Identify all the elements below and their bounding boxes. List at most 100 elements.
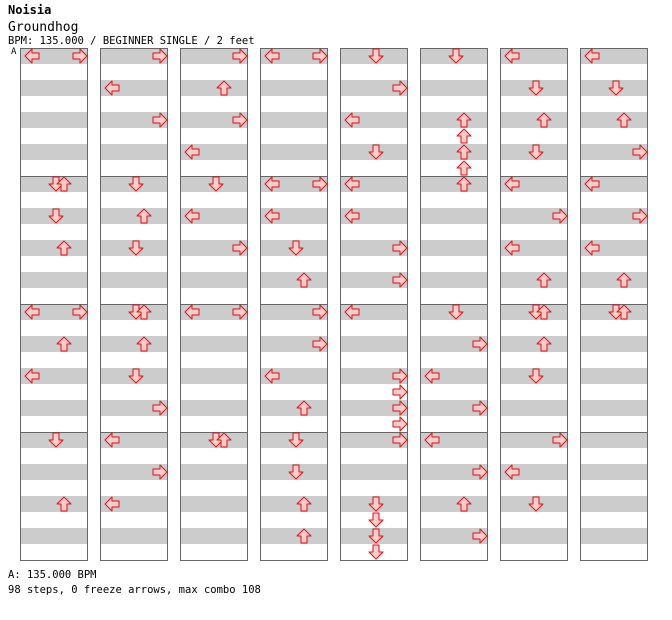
beat-band xyxy=(420,80,488,96)
right-arrow-icon xyxy=(152,400,168,416)
up-arrow-icon xyxy=(456,176,472,192)
beat-band xyxy=(580,384,648,400)
down-arrow-icon xyxy=(448,304,464,320)
beat-band xyxy=(580,112,648,128)
beat-band xyxy=(260,512,328,528)
beat-band xyxy=(420,416,488,432)
beat-band xyxy=(100,112,168,128)
beat-band xyxy=(420,160,488,176)
beat-band xyxy=(500,320,568,336)
beat-band xyxy=(340,80,408,96)
beat-band xyxy=(420,288,488,304)
beat-band xyxy=(20,480,88,496)
beat-band xyxy=(580,192,648,208)
beat-band xyxy=(260,112,328,128)
beat-band xyxy=(180,112,248,128)
up-arrow-icon xyxy=(136,208,152,224)
measure-frame xyxy=(100,432,168,561)
beat-band xyxy=(100,80,168,96)
beat-band xyxy=(420,464,488,480)
beat-band xyxy=(500,544,568,560)
beat-band xyxy=(260,160,328,176)
left-arrow-icon xyxy=(104,80,120,96)
beat-band xyxy=(340,96,408,112)
down-arrow-icon xyxy=(528,368,544,384)
beat-band xyxy=(180,96,248,112)
up-arrow-icon xyxy=(216,432,232,448)
beat-band xyxy=(340,368,408,384)
right-arrow-icon xyxy=(232,48,248,64)
up-arrow-icon xyxy=(616,112,632,128)
right-arrow-icon xyxy=(392,416,408,432)
left-arrow-icon xyxy=(344,304,360,320)
beat-band xyxy=(260,96,328,112)
up-arrow-icon xyxy=(216,80,232,96)
right-arrow-icon xyxy=(392,240,408,256)
beat-band xyxy=(20,544,88,560)
beat-band xyxy=(100,464,168,480)
beat-band xyxy=(420,224,488,240)
beat-band xyxy=(260,384,328,400)
beat-band xyxy=(100,448,168,464)
beat-band xyxy=(340,272,408,288)
beat-band xyxy=(20,64,88,80)
step-chart xyxy=(20,48,648,561)
left-arrow-icon xyxy=(24,304,40,320)
beat-band xyxy=(580,144,648,160)
right-arrow-icon xyxy=(152,464,168,480)
beat-band xyxy=(20,304,88,320)
beat-band xyxy=(580,544,648,560)
beat-band xyxy=(420,448,488,464)
beat-band xyxy=(100,144,168,160)
right-arrow-icon xyxy=(72,48,88,64)
right-arrow-icon xyxy=(312,48,328,64)
right-arrow-icon xyxy=(152,112,168,128)
left-arrow-icon xyxy=(504,176,520,192)
up-arrow-icon xyxy=(456,144,472,160)
beat-band xyxy=(100,384,168,400)
beat-band xyxy=(340,320,408,336)
beat-band xyxy=(340,224,408,240)
beat-band xyxy=(260,176,328,192)
beat-band xyxy=(340,256,408,272)
chart-column xyxy=(340,48,408,561)
beat-band xyxy=(180,304,248,320)
down-arrow-icon xyxy=(288,432,304,448)
up-arrow-icon xyxy=(56,336,72,352)
beat-band xyxy=(180,528,248,544)
down-arrow-icon xyxy=(448,48,464,64)
up-arrow-icon xyxy=(56,240,72,256)
beat-band xyxy=(420,144,488,160)
right-arrow-icon xyxy=(472,464,488,480)
down-arrow-icon xyxy=(48,208,64,224)
beat-band xyxy=(260,320,328,336)
beat-band xyxy=(100,64,168,80)
beat-band xyxy=(20,112,88,128)
beat-band xyxy=(580,512,648,528)
beat-band xyxy=(180,48,248,64)
beat-band xyxy=(260,64,328,80)
left-arrow-icon xyxy=(264,208,280,224)
right-arrow-icon xyxy=(152,48,168,64)
right-arrow-icon xyxy=(392,384,408,400)
measure-frame xyxy=(580,432,648,561)
beat-band xyxy=(580,480,648,496)
beat-band xyxy=(100,496,168,512)
beat-band xyxy=(580,48,648,64)
beat-band xyxy=(260,208,328,224)
beat-band xyxy=(180,336,248,352)
beat-band xyxy=(20,320,88,336)
right-arrow-icon xyxy=(392,432,408,448)
beat-band xyxy=(20,240,88,256)
beat-band xyxy=(340,336,408,352)
right-arrow-icon xyxy=(312,176,328,192)
beat-band xyxy=(180,352,248,368)
right-arrow-icon xyxy=(312,336,328,352)
chart-column xyxy=(420,48,488,561)
chart-column xyxy=(260,48,328,561)
down-arrow-icon xyxy=(368,48,384,64)
beat-band xyxy=(420,544,488,560)
down-arrow-icon xyxy=(368,512,384,528)
beat-band xyxy=(580,160,648,176)
left-arrow-icon xyxy=(104,496,120,512)
